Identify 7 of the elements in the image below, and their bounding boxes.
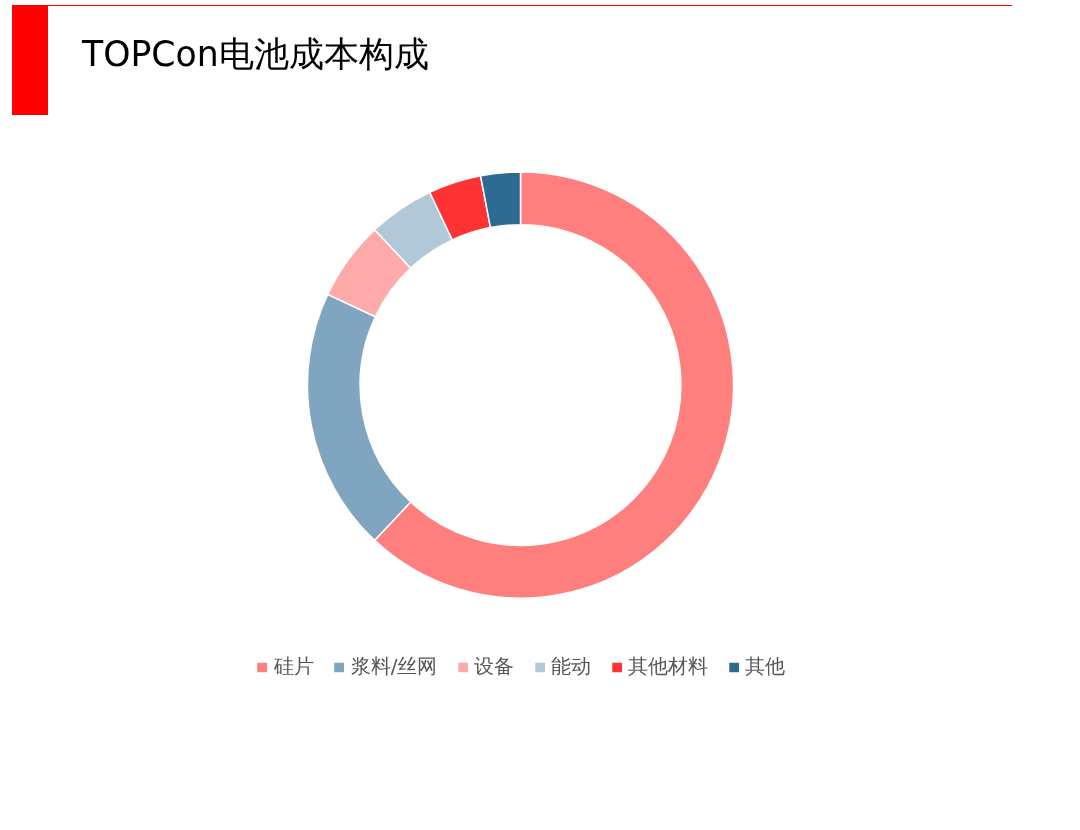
- legend-label: 其他材料: [628, 653, 709, 680]
- legend-label: 浆料/丝网: [350, 653, 438, 680]
- legend-label: 其他: [745, 653, 786, 680]
- legend-label: 硅片: [273, 653, 314, 680]
- legend-label: 能动: [551, 653, 592, 680]
- chart-title: TOPCon电池成本构成: [82, 33, 429, 76]
- legend-label: 设备: [474, 653, 515, 680]
